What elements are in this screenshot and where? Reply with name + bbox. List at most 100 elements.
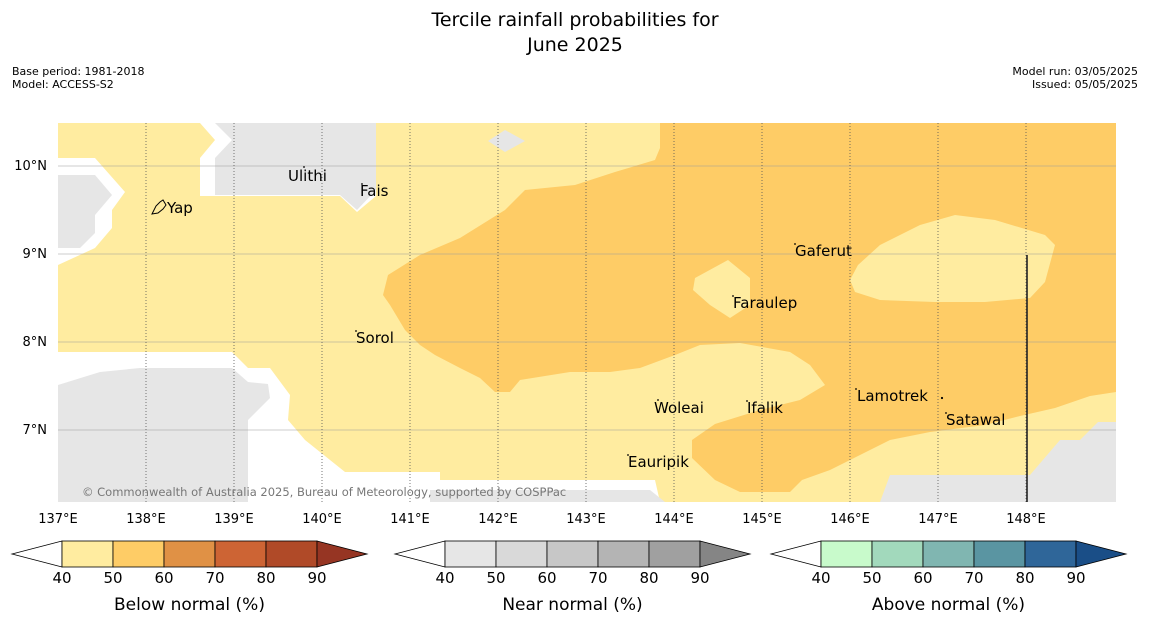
- colorbar-tick-label: 50: [862, 569, 881, 587]
- colorbar-tick-label: 80: [639, 569, 658, 587]
- lat-label-9N: 9°N: [23, 247, 48, 262]
- colorbar-tick-label: 80: [1015, 569, 1034, 587]
- colorbar-title: Below normal (%): [114, 595, 265, 615]
- no-data-area-north: [488, 130, 525, 152]
- below-normal-40-50-patch-faraulep: [693, 260, 750, 318]
- colorbar-segment: [444, 540, 497, 568]
- colorbar-tick-label: 70: [588, 569, 607, 587]
- elato-marker: [940, 396, 944, 400]
- place-label-sorol: Sorol: [356, 329, 394, 347]
- colorbar-tick-label: 50: [486, 569, 505, 587]
- lat-label-10N: 10°N: [14, 159, 47, 174]
- ulithi-marker: [303, 166, 305, 168]
- gaferut-marker: [794, 243, 796, 245]
- lon-label-142E: 142°E: [478, 512, 518, 527]
- place-label-ifalik: Ifalik: [747, 399, 783, 417]
- colorbar-tick-label: 60: [913, 569, 932, 587]
- colorbar-low-extension: [10, 540, 63, 568]
- colorbar-title: Near normal (%): [502, 595, 642, 615]
- place-labels: Ulithi Fais Yap Gaferut Faraulep Sorol L…: [166, 167, 1005, 471]
- model-run-text: Model run: 03/05/2025: [1012, 65, 1138, 78]
- colorbar-tick-label: 40: [435, 569, 454, 587]
- no-data-area-southwest: [58, 368, 270, 502]
- lon-label-148E: 148°E: [1006, 512, 1046, 527]
- place-markers: [303, 166, 947, 456]
- copyright-notice: © Commonwealth of Australia 2025, Bureau…: [82, 485, 566, 499]
- map-plot-area: [58, 123, 1116, 502]
- lon-label-137E: 137°E: [38, 512, 78, 527]
- colorbar-tick-label: 60: [154, 569, 173, 587]
- colorbar-segment: [648, 540, 701, 568]
- colorbar-title: Above normal (%): [872, 595, 1025, 615]
- colorbar-low-extension: [769, 540, 822, 568]
- run-info: Model run: 03/05/2025 Issued: 05/05/2025: [1012, 65, 1138, 91]
- colorbar-tick-label: 40: [52, 569, 71, 587]
- lon-label-138E: 138°E: [126, 512, 166, 527]
- colorbar-low-extension: [393, 540, 446, 568]
- colorbar-1: 40 50 60 70 80 90 Below normal (%): [10, 540, 369, 615]
- no-data-area-ulithi: [215, 123, 376, 210]
- eauripik-marker: [627, 454, 629, 456]
- colorbar-segment: [973, 540, 1026, 568]
- colorbar-segment: [163, 540, 216, 568]
- place-label-woleai: Woleai: [654, 399, 704, 417]
- lon-label-140E: 140°E: [302, 512, 342, 527]
- colorbar-segment: [546, 540, 599, 568]
- below-normal-50-60-region: [383, 123, 1116, 492]
- colorbar-segment: [61, 540, 114, 568]
- lon-label-147E: 147°E: [918, 512, 958, 527]
- no-data-area-southeast: [880, 422, 1116, 502]
- longitude-gridlines: [145, 123, 1027, 502]
- colorbar-segment: [495, 540, 548, 568]
- place-label-yap: Yap: [166, 199, 193, 217]
- colorbar-tick-label: 40: [811, 569, 830, 587]
- sorol-marker: [355, 330, 357, 332]
- lon-label-144E: 144°E: [654, 512, 694, 527]
- lon-label-141E: 141°E: [390, 512, 430, 527]
- issued-text: Issued: 05/05/2025: [1031, 78, 1138, 91]
- lon-label-143E: 143°E: [566, 512, 606, 527]
- model-text: Model: ACCESS-S2: [12, 78, 114, 91]
- colorbar-3: 40 50 60 70 80 90 Above normal (%): [769, 540, 1128, 615]
- colorbar-segment: [265, 540, 318, 568]
- lon-label-146E: 146°E: [830, 512, 870, 527]
- colorbar-tick-label: 90: [1066, 569, 1085, 587]
- colorbar-segment: [597, 540, 650, 568]
- lat-label-8N: 8°N: [23, 335, 48, 350]
- colorbar-segment: [214, 540, 267, 568]
- title-line-1: Tercile rainfall probabilities for: [431, 9, 719, 31]
- colorbar-high-extension: [699, 540, 752, 568]
- title-line-2: June 2025: [527, 34, 623, 56]
- no-data-area-northwest: [58, 175, 112, 248]
- faraulep-marker: [732, 295, 734, 297]
- colorbar-segment: [112, 540, 165, 568]
- base-info: Base period: 1981-2018 Model: ACCESS-S2: [12, 65, 144, 91]
- colorbar-legends: 40 50 60 70 80 90 Below normal (%) 40 50 60 70 80 90…: [10, 540, 1128, 615]
- lamotrek-marker: [855, 388, 857, 390]
- base-period-text: Base period: 1981-2018: [12, 65, 145, 78]
- below-normal-40-50-patch-east: [850, 215, 1055, 302]
- place-label-gaferut: Gaferut: [795, 242, 852, 260]
- place-label-ulithi: Ulithi: [288, 167, 327, 185]
- lat-label-7N: 7°N: [23, 423, 48, 438]
- colorbar-tick-label: 90: [307, 569, 326, 587]
- lon-label-139E: 139°E: [214, 512, 254, 527]
- colorbar-tick-label: 80: [256, 569, 275, 587]
- colorbar-tick-label: 50: [103, 569, 122, 587]
- colorbar-segment: [871, 540, 924, 568]
- satawal-marker: [945, 412, 947, 414]
- colorbar-segment: [922, 540, 975, 568]
- yap-island-outline: [151, 199, 167, 215]
- colorbar-tick-label: 70: [205, 569, 224, 587]
- woleai-marker: [657, 399, 659, 401]
- colorbar-segment: [820, 540, 873, 568]
- colorbar-segment: [1024, 540, 1077, 568]
- place-label-faraulep: Faraulep: [733, 294, 797, 312]
- colorbar-high-extension: [1075, 540, 1128, 568]
- colorbar-high-extension: [316, 540, 369, 568]
- colorbar-2: 40 50 60 70 80 90 Near normal (%): [393, 540, 752, 615]
- place-label-satawal: Satawal: [946, 411, 1005, 429]
- place-label-lamotrek: Lamotrek: [857, 387, 928, 405]
- place-label-fais: Fais: [360, 182, 389, 200]
